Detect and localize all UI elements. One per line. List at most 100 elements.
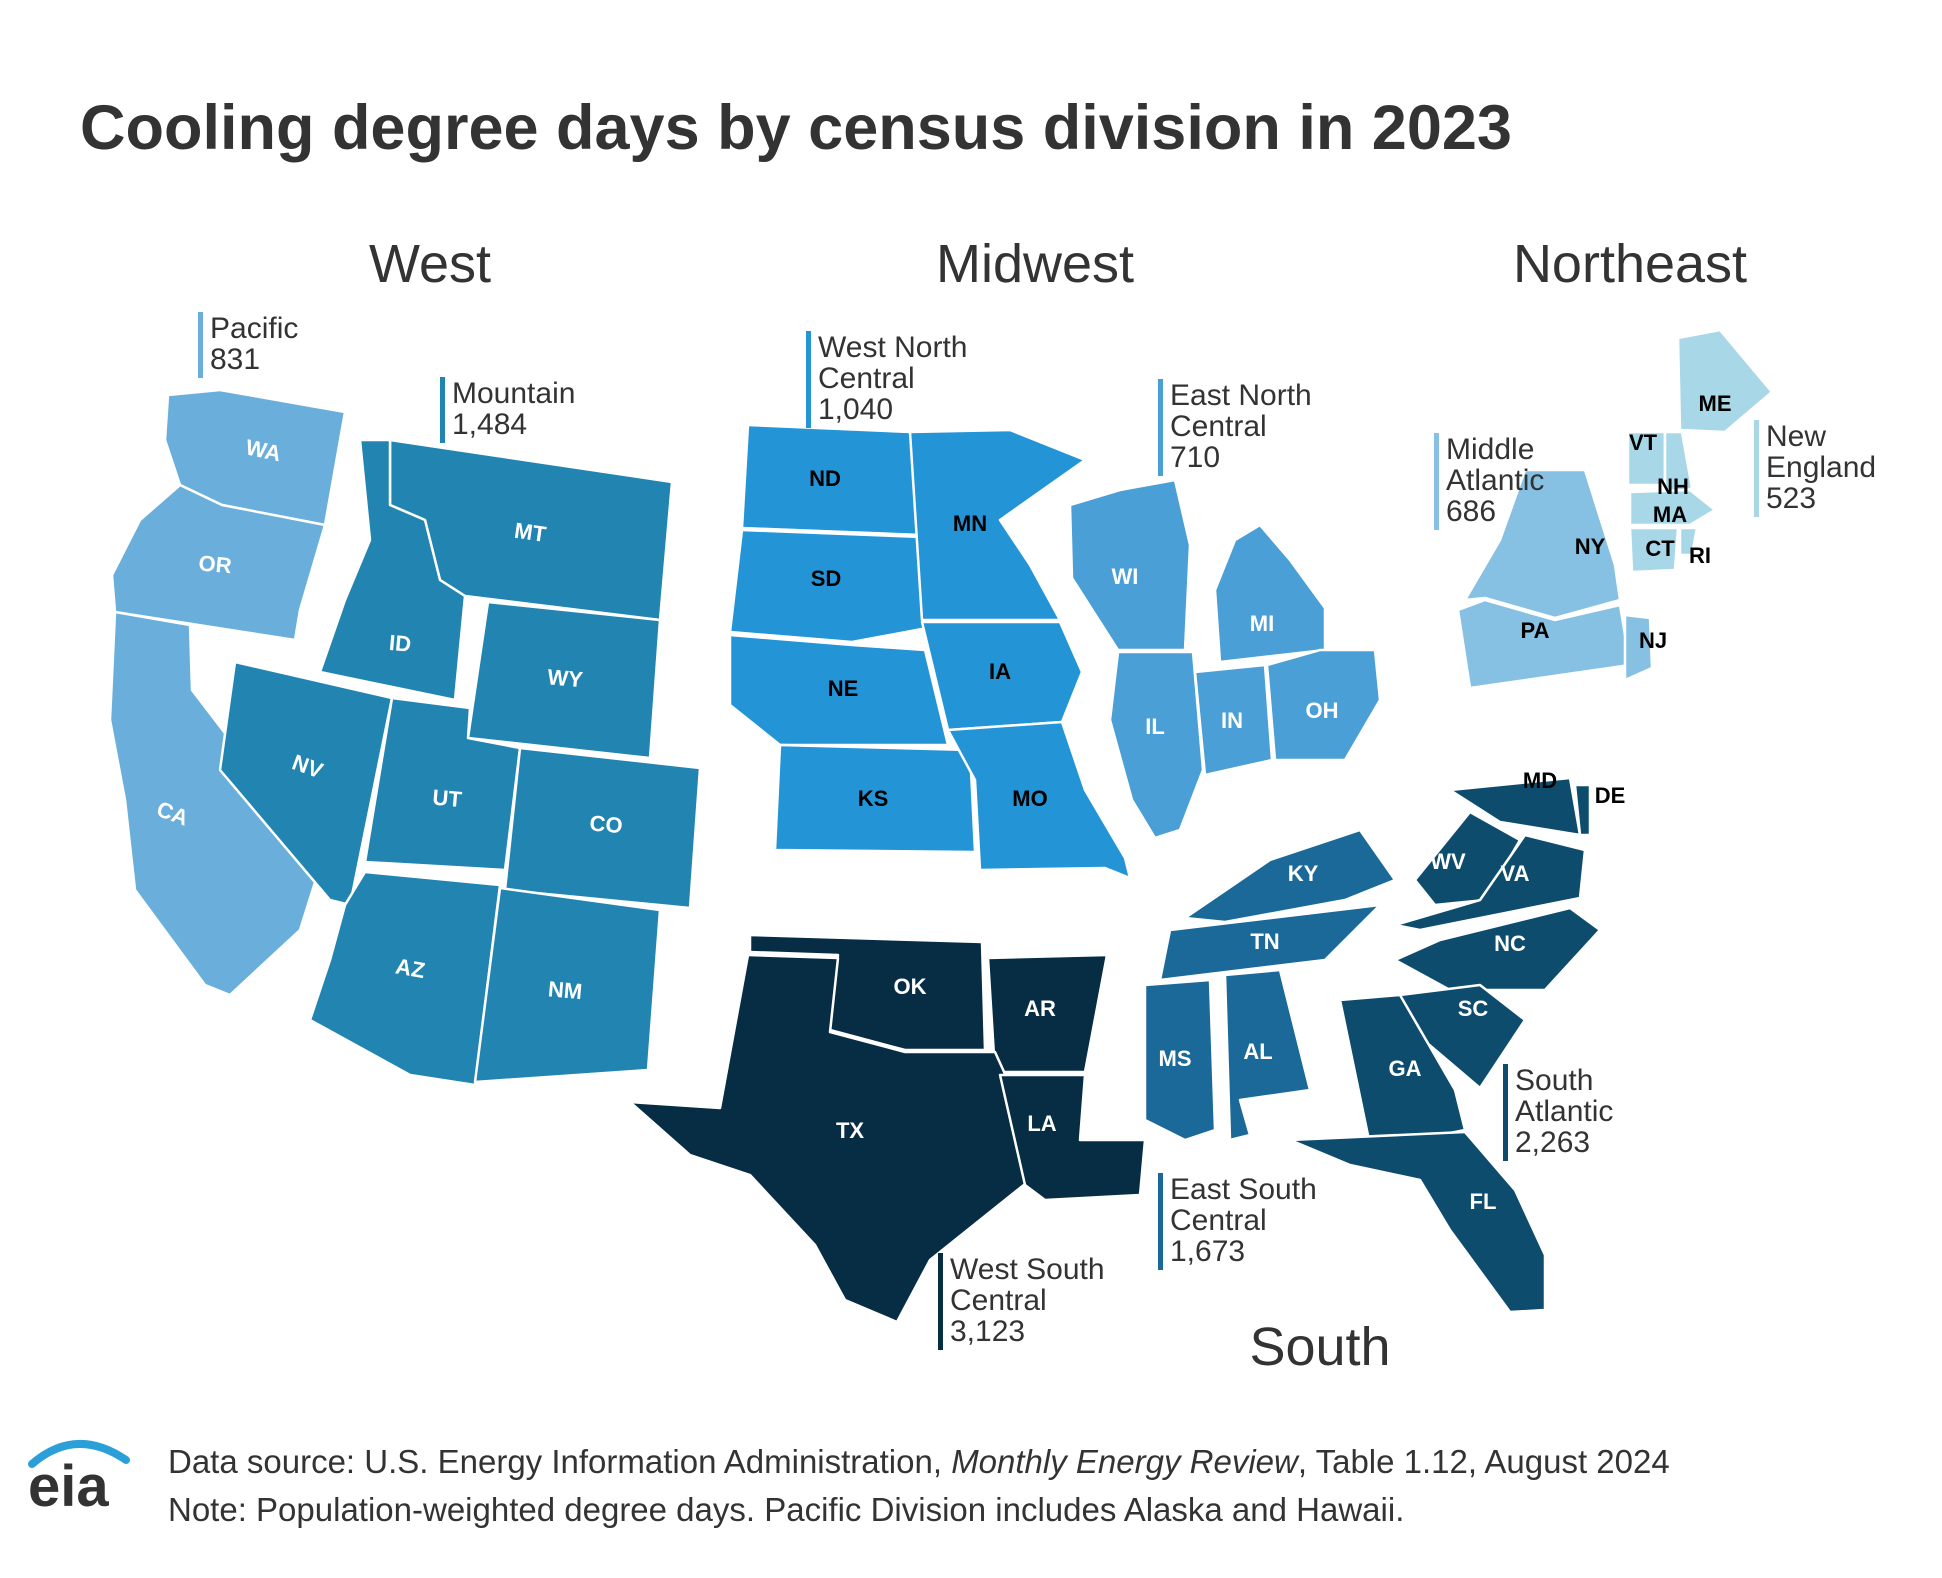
state-label-ga: GA — [1389, 1056, 1422, 1081]
division-name: Atlantic — [1515, 1095, 1613, 1128]
division-name: South — [1515, 1064, 1593, 1097]
region-label-south: South — [1249, 1317, 1390, 1377]
division-name: Central — [818, 362, 915, 395]
state-nj — [1623, 613, 1654, 682]
state-label-ar: AR — [1024, 996, 1056, 1021]
division-marker — [806, 331, 811, 428]
state-id — [318, 438, 467, 702]
state-label-fl: FL — [1470, 1189, 1497, 1214]
map-title: Cooling degree days by census division i… — [80, 93, 1512, 163]
division-value: 1,673 — [1170, 1235, 1245, 1268]
state-label-ok: OK — [894, 974, 927, 999]
division-marker — [198, 312, 203, 378]
state-label-in: IN — [1221, 708, 1243, 733]
state-label-tn: TN — [1250, 929, 1279, 954]
division-marker — [938, 1253, 943, 1350]
division-marker — [1158, 1173, 1163, 1270]
division-name: New — [1766, 420, 1826, 453]
state-de — [1573, 783, 1592, 837]
state-label-nc: NC — [1494, 931, 1526, 956]
state-label-mo: MO — [1012, 786, 1047, 811]
division-value: 3,123 — [950, 1315, 1025, 1348]
state-label-ks: KS — [858, 786, 889, 811]
division-marker — [1503, 1064, 1508, 1161]
state-label-mt: MT — [513, 518, 548, 547]
state-ma — [1628, 488, 1717, 527]
state-label-ky: KY — [1288, 861, 1319, 886]
division-marker — [440, 377, 445, 443]
division-value: 686 — [1446, 495, 1496, 528]
state-ms — [1143, 978, 1217, 1142]
footnote: Note: Population-weighted degree days. P… — [168, 1491, 1405, 1528]
division-value: 710 — [1170, 441, 1220, 474]
division-name: Pacific — [210, 312, 298, 345]
state-co — [503, 746, 702, 910]
state-label-ri: RI — [1689, 543, 1711, 568]
division-value: 831 — [210, 343, 260, 376]
division-marker — [1754, 420, 1759, 517]
state-label-ms: MS — [1159, 1046, 1192, 1071]
division-value: 1,040 — [818, 393, 893, 426]
state-ky — [1183, 828, 1397, 924]
state-ct — [1628, 526, 1680, 574]
state-mn — [908, 428, 1087, 622]
state-pa — [1456, 598, 1632, 690]
source-title: Monthly Energy Review — [951, 1443, 1298, 1480]
state-label-de: DE — [1595, 783, 1626, 808]
state-label-mi: MI — [1250, 611, 1274, 636]
division-name: East North — [1170, 379, 1312, 412]
division-marker — [1158, 379, 1163, 476]
state-al — [1223, 968, 1312, 1142]
state-label-ma: MA — [1653, 502, 1687, 527]
state-ar — [986, 953, 1109, 1074]
state-label-al: AL — [1243, 1039, 1272, 1064]
state-label-mn: MN — [953, 511, 987, 536]
region-label-northeast: Northeast — [1513, 234, 1747, 294]
state-ca — [108, 610, 324, 997]
state-label-va: VA — [1501, 861, 1530, 886]
division-name: Mountain — [452, 377, 575, 410]
state-tn — [1158, 903, 1382, 982]
division-name: England — [1766, 451, 1876, 484]
state-la — [998, 1073, 1147, 1202]
region-label-west: West — [369, 234, 491, 294]
division-marker — [1434, 433, 1439, 530]
division-name: Atlantic — [1446, 464, 1544, 497]
state-ne — [728, 633, 950, 747]
state-label-nj: NJ — [1639, 628, 1667, 653]
division-value: 1,484 — [452, 408, 527, 441]
state-ny — [1463, 468, 1622, 620]
state-mi — [1213, 523, 1327, 664]
state-label-wi: WI — [1112, 564, 1139, 589]
division-name: Central — [1170, 410, 1267, 443]
division-name: West North — [818, 331, 968, 364]
state-label-tx: TX — [836, 1118, 864, 1143]
state-ks — [773, 743, 977, 854]
state-mo — [946, 720, 1132, 880]
division-name: Middle — [1446, 433, 1534, 466]
state-label-pa: PA — [1521, 618, 1550, 643]
state-tx — [628, 953, 1032, 1324]
state-label-ia: IA — [989, 659, 1011, 684]
state-label-md: MD — [1523, 768, 1557, 793]
state-sd — [728, 528, 929, 644]
division-name: Central — [1170, 1204, 1267, 1237]
state-label-nh: NH — [1657, 474, 1689, 499]
state-or — [110, 483, 327, 642]
division-name: Central — [950, 1284, 1047, 1317]
state-oh — [1265, 648, 1382, 762]
state-label-ne: NE — [828, 676, 859, 701]
state-label-oh: OH — [1306, 698, 1339, 723]
state-fl — [1288, 1130, 1547, 1314]
state-label-sc: SC — [1458, 996, 1489, 1021]
state-label-wv: WV — [1430, 849, 1466, 874]
state-label-ct: CT — [1645, 536, 1675, 561]
state-ok — [748, 933, 987, 1052]
state-label-me: ME — [1699, 391, 1732, 416]
state-label-ut: UT — [431, 785, 463, 813]
division-value: 523 — [1766, 482, 1816, 515]
state-va — [1393, 833, 1587, 932]
division-name: East South — [1170, 1173, 1317, 1206]
state-ia — [920, 620, 1084, 732]
